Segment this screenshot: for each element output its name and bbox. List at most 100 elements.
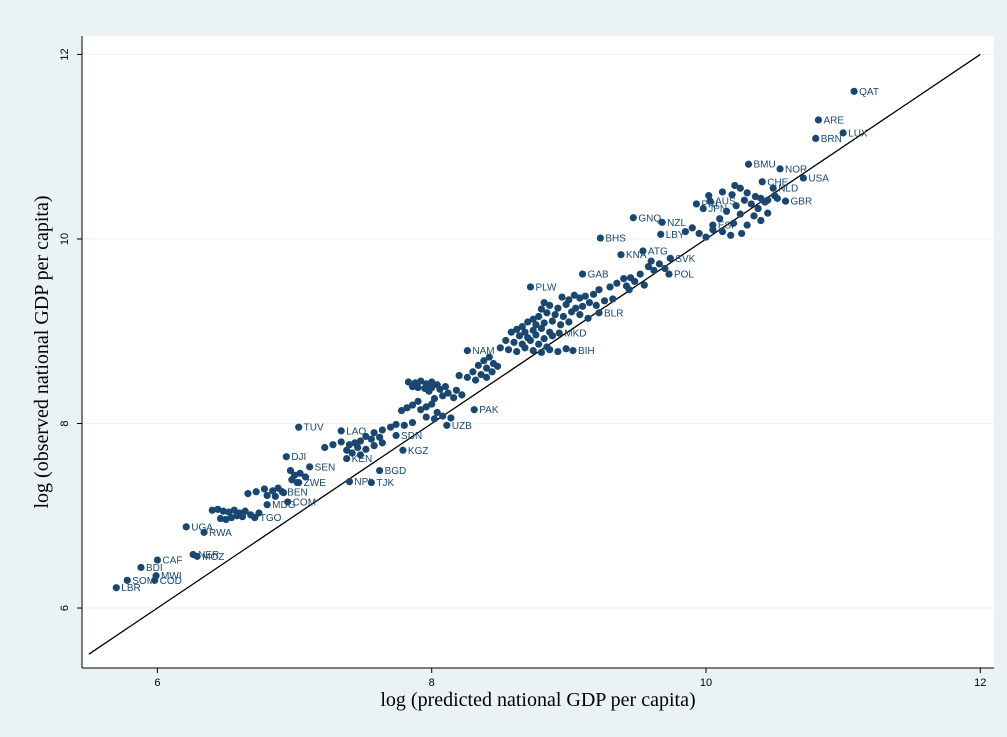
data-point (151, 576, 159, 584)
y-axis-title: log (observed national GDP per capita) (31, 195, 53, 508)
point-label: AUS (715, 197, 736, 208)
data-point (219, 507, 227, 515)
point-label: JPN (708, 204, 727, 215)
data-point (537, 348, 546, 357)
data-point (345, 441, 354, 449)
point-label: ZWE (304, 478, 327, 489)
point-label: UGA (191, 522, 213, 533)
point-label: PAK (479, 405, 499, 416)
data-point (731, 181, 739, 190)
data-point (681, 227, 690, 236)
data-point (404, 378, 412, 386)
point-label: POL (674, 270, 694, 281)
data-point (562, 345, 570, 353)
data-point (458, 391, 466, 399)
data-point (535, 340, 543, 348)
data-point (208, 506, 216, 514)
point-label: LAO (346, 426, 366, 437)
point-label: NZL (667, 218, 686, 229)
point-label: BHS (605, 234, 626, 245)
data-point (356, 451, 364, 459)
data-point (757, 216, 765, 225)
data-point (537, 324, 546, 333)
data-point (814, 116, 823, 124)
data-point (557, 321, 565, 329)
data-point (718, 227, 727, 236)
data-point (665, 270, 673, 278)
data-point (399, 446, 407, 454)
data-point (773, 194, 781, 202)
point-label: NER (198, 550, 219, 561)
data-point (222, 515, 230, 524)
data-point (644, 263, 653, 271)
data-point (392, 420, 400, 429)
data-point (376, 466, 384, 475)
gridlines (82, 53, 994, 609)
y-tick-label: 8 (59, 420, 71, 426)
data-point (657, 230, 665, 238)
data-point (470, 406, 478, 414)
point-label: SVK (675, 254, 695, 265)
data-point (546, 346, 554, 354)
data-point (244, 490, 252, 498)
data-point (769, 184, 777, 192)
data-point (510, 338, 518, 346)
data-point (709, 221, 717, 229)
data-point (482, 364, 491, 372)
data-point (699, 204, 707, 213)
data-point (414, 383, 422, 392)
data-point (354, 443, 362, 452)
data-point (781, 197, 790, 205)
data-point (706, 197, 714, 205)
data-point (606, 283, 614, 291)
data-point (230, 506, 238, 514)
data-point (526, 336, 535, 345)
data-point (613, 279, 621, 287)
data-point (480, 357, 488, 365)
data-point (443, 421, 451, 429)
point-label: TJK (376, 478, 394, 489)
data-point (306, 463, 314, 471)
point-label: COD (160, 576, 182, 587)
data-point (529, 315, 537, 323)
data-point (430, 394, 439, 403)
point-label: GNQ (638, 213, 661, 224)
data-point (408, 401, 417, 409)
data-point (269, 487, 277, 495)
data-point (639, 247, 647, 255)
data-point (569, 347, 577, 355)
point-label: ARE (823, 115, 844, 126)
data-point (504, 346, 513, 354)
point-label: MKD (564, 329, 586, 340)
data-point (764, 209, 772, 217)
point-label: MWI (161, 571, 182, 582)
data-point (732, 202, 740, 210)
data-point (278, 488, 286, 496)
data-point (850, 87, 858, 95)
data-point (362, 445, 370, 453)
point-label: LBR (121, 583, 140, 594)
data-point (433, 408, 441, 417)
data-point (631, 277, 639, 286)
data-point (578, 270, 587, 278)
data-point (568, 308, 576, 316)
data-point (609, 295, 617, 303)
data-point (576, 294, 584, 302)
point-label: ATG (648, 246, 668, 257)
data-point (227, 514, 236, 522)
data-point (750, 212, 758, 220)
data-point (647, 257, 655, 265)
data-point (705, 192, 713, 200)
data-point (688, 224, 696, 232)
data-point (367, 478, 375, 487)
data-point (422, 403, 430, 411)
point-label: QAT (859, 87, 879, 98)
data-point (444, 389, 452, 397)
data-point (812, 134, 820, 143)
point-label: GAB (588, 270, 609, 281)
data-point (153, 556, 162, 564)
data-point (617, 251, 625, 259)
point-label: NOR (785, 164, 807, 175)
tick-labels: 6 8 10 12 6 8 10 12 (59, 48, 986, 689)
